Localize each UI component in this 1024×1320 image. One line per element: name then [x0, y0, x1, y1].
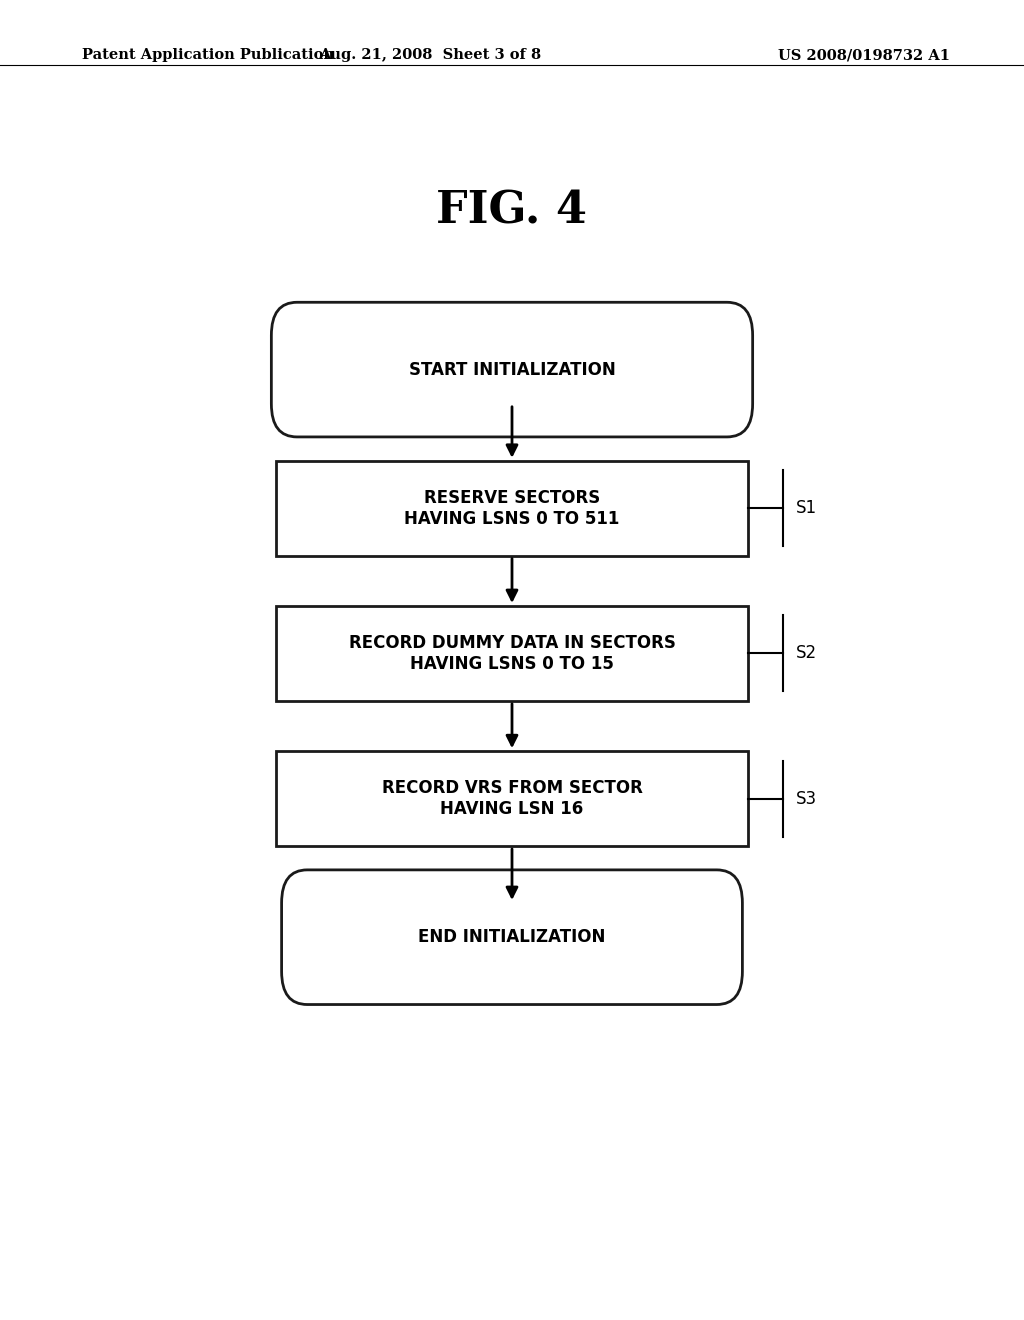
Text: START INITIALIZATION: START INITIALIZATION [409, 360, 615, 379]
Bar [276, 751, 748, 846]
Text: RESERVE SECTORS
HAVING LSNS 0 TO 511: RESERVE SECTORS HAVING LSNS 0 TO 511 [404, 488, 620, 528]
Text: Patent Application Publication: Patent Application Publication [82, 49, 334, 62]
Text: RECORD VRS FROM SECTOR
HAVING LSN 16: RECORD VRS FROM SECTOR HAVING LSN 16 [382, 779, 642, 818]
Text: S3: S3 [796, 789, 817, 808]
FancyBboxPatch shape [271, 302, 753, 437]
Bar [276, 461, 748, 556]
Text: FIG. 4: FIG. 4 [436, 190, 588, 232]
Text: S1: S1 [796, 499, 817, 517]
Text: RECORD DUMMY DATA IN SECTORS
HAVING LSNS 0 TO 15: RECORD DUMMY DATA IN SECTORS HAVING LSNS… [348, 634, 676, 673]
Text: S2: S2 [796, 644, 817, 663]
Text: END INITIALIZATION: END INITIALIZATION [419, 928, 605, 946]
Text: Aug. 21, 2008  Sheet 3 of 8: Aug. 21, 2008 Sheet 3 of 8 [319, 49, 541, 62]
Text: US 2008/0198732 A1: US 2008/0198732 A1 [778, 49, 950, 62]
FancyBboxPatch shape [282, 870, 742, 1005]
Bar [276, 606, 748, 701]
